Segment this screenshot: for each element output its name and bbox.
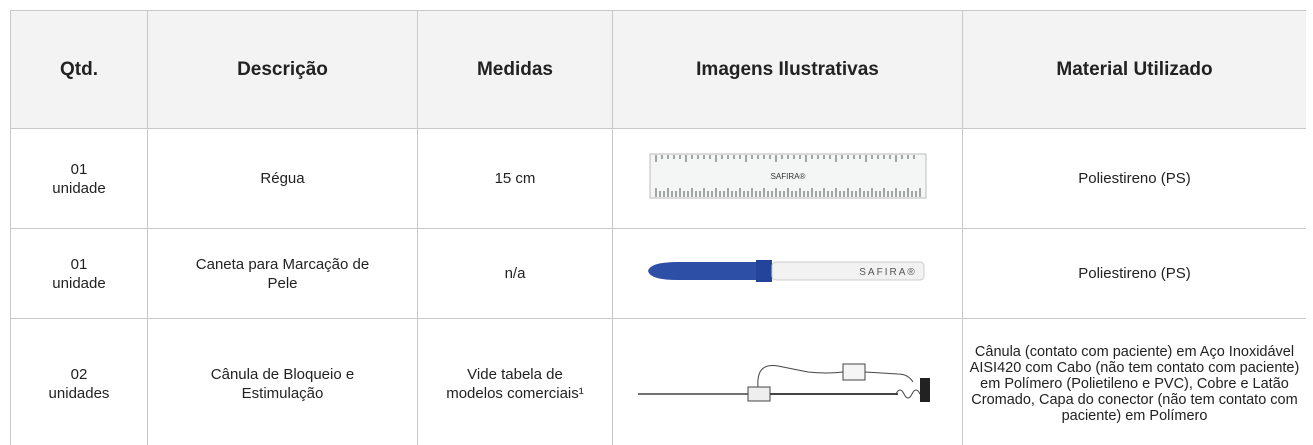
brand-label: SAFIRA®: [859, 267, 917, 278]
material-cell: Poliestireno (PS): [962, 228, 1306, 319]
image-cell: [612, 318, 963, 445]
ruler-image: SAFIRA®: [649, 153, 926, 199]
size-cell: 15 cm: [417, 128, 613, 229]
header-cell: Descrição: [147, 10, 418, 129]
material-cell: Poliestireno (PS): [962, 128, 1306, 229]
desc: Cânula de Bloqueio e Estimulação: [210, 366, 355, 402]
row: 01 unidade Caneta para Marcação de Pele n…: [10, 228, 1306, 319]
qtd: 01: [70, 255, 88, 273]
brand-label: SAFIRA®: [770, 172, 805, 181]
header-cell: Qtd.: [10, 10, 148, 129]
cannula-image: [637, 363, 930, 402]
image-cell: SAFIRA®: [612, 128, 963, 229]
size: Vide tabela de modelos comerciais¹: [446, 366, 584, 402]
desc-cell: Cânula de Bloqueio e Estimulação: [147, 318, 418, 445]
size-cell: Vide tabela de modelos comerciais¹: [417, 318, 613, 445]
header-row: Qtd. Descrição Medidas Imagens Ilustrati…: [10, 10, 1306, 129]
row: 02 unidades Cânula de Bloqueio e Estimula…: [10, 318, 1306, 445]
unit: unidades: [48, 385, 110, 402]
qtd-cell: 01 unidade: [10, 228, 148, 319]
pen-image: SAFIRA®: [647, 260, 924, 282]
header-cell: Imagens Ilustrativas: [612, 10, 963, 129]
qtd: 02: [70, 366, 88, 383]
header-cell: Material Utilizado: [962, 10, 1306, 129]
header-cell: Medidas: [417, 10, 613, 129]
image-cell: SAFIRA®: [612, 228, 963, 319]
desc: Caneta para Marcação de Pele: [195, 255, 370, 292]
qtd-cell: 01 unidade: [10, 128, 148, 229]
desc-cell: Caneta para Marcação de Pele: [147, 228, 418, 319]
qtd: 01: [70, 160, 88, 178]
size-cell: n/a: [417, 228, 613, 319]
product-table: Qtd. Descrição Medidas Imagens Ilustrati…: [10, 10, 1306, 445]
material-cell: Cânula (contato com paciente) em Aço Ino…: [962, 318, 1306, 445]
unit: unidade: [52, 274, 106, 292]
unit: unidade: [52, 179, 106, 197]
desc-cell: Régua: [147, 128, 418, 229]
page: Qtd. Descrição Medidas Imagens Ilustrati…: [10, 10, 1306, 445]
row: 01 unidade Régua 15 cm SAFIRA® Poliestire…: [10, 128, 1306, 229]
qtd-cell: 02 unidades: [10, 318, 148, 445]
